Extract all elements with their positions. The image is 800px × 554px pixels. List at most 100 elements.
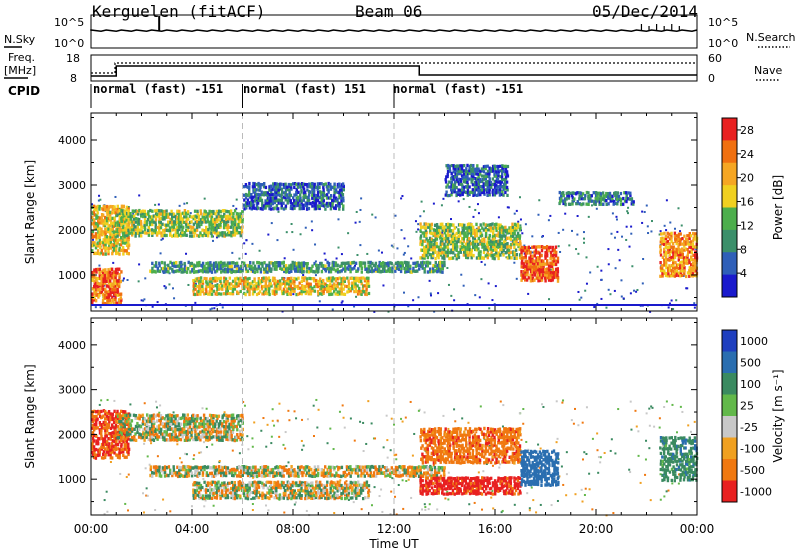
echo-speckle <box>91 238 94 241</box>
echo-cell <box>495 242 498 246</box>
echo-cell <box>585 190 589 195</box>
echo-cell <box>109 243 113 247</box>
echo-speckle <box>377 249 380 252</box>
echo-cell <box>157 269 160 273</box>
echo-cell <box>665 266 668 270</box>
echo-cell <box>203 229 206 233</box>
echo-cell <box>300 188 303 192</box>
echo-cell <box>513 256 516 260</box>
echo-cell <box>474 247 477 252</box>
echo-speckle <box>453 408 456 411</box>
echo-cell <box>528 262 531 267</box>
echo-cell <box>320 182 323 186</box>
echo-cell <box>493 256 496 261</box>
echo-cell <box>488 247 491 251</box>
echo-cell <box>98 450 102 454</box>
echo-cell <box>425 260 428 265</box>
echo-cell <box>244 201 248 205</box>
echo-cell <box>97 450 100 454</box>
echo-cell <box>300 199 303 203</box>
echo-cell <box>450 185 453 189</box>
echo-cell <box>246 287 250 291</box>
echo-cell <box>282 191 286 195</box>
echo-speckle <box>432 464 435 467</box>
echo-cell <box>367 264 370 268</box>
echo-cell <box>104 232 107 236</box>
echo-cell <box>320 286 323 291</box>
echo-cell <box>605 191 608 196</box>
echo-cell <box>506 248 509 252</box>
echo-cell <box>224 282 228 286</box>
echo-cell <box>479 169 482 173</box>
echo-speckle <box>390 490 393 493</box>
echo-cell <box>553 259 556 263</box>
echo-speckle <box>557 245 560 248</box>
echo-cell <box>443 225 446 229</box>
echo-speckle <box>144 467 147 470</box>
echo-cell <box>465 185 468 189</box>
echo-cell <box>112 444 116 448</box>
echo-cell <box>315 199 318 203</box>
echo-cell <box>293 264 297 268</box>
echo-cell <box>320 201 323 205</box>
echo-cell <box>93 450 96 454</box>
echo-cell <box>490 254 493 258</box>
echo-cell <box>246 201 249 206</box>
echo-speckle <box>209 308 212 311</box>
echo-speckle <box>596 449 599 452</box>
echo-cell <box>313 289 316 293</box>
echo-cell <box>459 193 462 197</box>
echo-cell <box>111 249 115 253</box>
echo-speckle <box>501 509 504 512</box>
echo-speckle <box>560 465 563 468</box>
echo-cell <box>97 442 100 446</box>
echo-speckle <box>233 470 236 473</box>
echo-cell <box>228 210 231 214</box>
echo-speckle <box>304 226 307 229</box>
echo-speckle <box>287 461 290 464</box>
echo-cell <box>450 177 453 181</box>
echo-speckle <box>333 512 336 515</box>
echo-cell <box>105 240 109 244</box>
echo-cell <box>192 279 195 283</box>
echo-cell <box>616 191 619 195</box>
echo-cell <box>617 194 621 199</box>
echo-cell <box>470 190 473 194</box>
echo-cell <box>383 264 386 268</box>
echo-cell <box>314 282 318 286</box>
echo-cell <box>208 284 212 288</box>
echo-speckle <box>260 429 263 432</box>
echo-cell <box>466 175 469 179</box>
echo-speckle <box>178 204 181 207</box>
colorbar-tick-label: 8 <box>740 243 747 256</box>
echo-cell <box>286 292 289 296</box>
echo-cell <box>513 232 516 236</box>
echo-cell <box>683 272 686 276</box>
echo-cell <box>441 266 444 271</box>
echo-cell <box>119 292 123 296</box>
echo-speckle <box>198 417 201 420</box>
echo-cell <box>500 192 504 197</box>
echo-cell <box>342 261 345 265</box>
echo-cell <box>100 456 104 460</box>
echo-cell <box>217 234 220 238</box>
echo-cell <box>297 276 300 280</box>
echo-cell <box>682 240 686 244</box>
echo-cell <box>91 243 94 248</box>
echo-cell <box>401 263 404 268</box>
echo-speckle <box>678 473 681 476</box>
echo-speckle <box>616 230 619 233</box>
echo-cell <box>105 227 109 231</box>
echo-cell <box>199 218 203 222</box>
echo-cell <box>470 231 473 235</box>
echo-cell <box>508 256 511 260</box>
echo-cell <box>498 228 502 232</box>
echo-cell <box>378 264 381 268</box>
echo-cell <box>226 210 229 214</box>
echo-cell <box>578 194 581 198</box>
echo-cell <box>329 196 332 200</box>
echo-cell <box>107 249 110 254</box>
echo-cell <box>533 278 536 282</box>
echo-cell <box>105 216 109 221</box>
echo-cell <box>334 279 338 283</box>
